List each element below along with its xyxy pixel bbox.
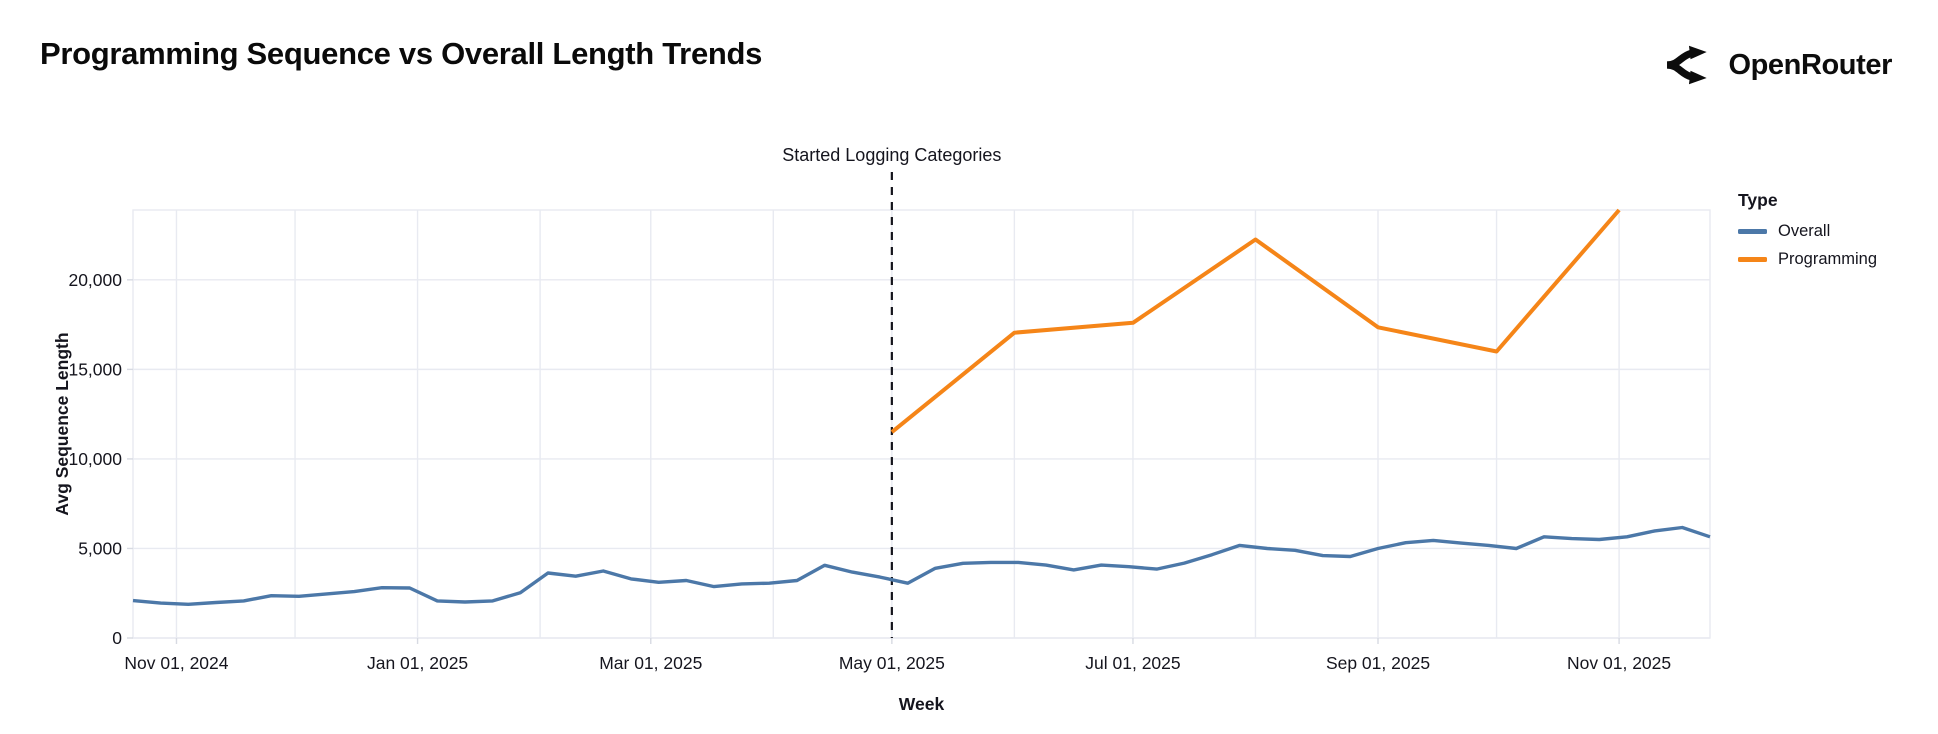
x-tick-label: Jan 01, 2025: [367, 653, 468, 673]
y-tick-label: 5,000: [78, 538, 122, 558]
legend-entries: Overall Programming: [1738, 222, 1933, 269]
y-tick-label: 15,000: [68, 359, 122, 379]
y-tick-label: 20,000: [68, 270, 122, 290]
x-tick-label: Nov 01, 2025: [1567, 653, 1671, 673]
plot-border: [132, 209, 1711, 639]
legend-entry: Programming: [1738, 250, 1933, 269]
y-tick-label: 0: [112, 628, 122, 648]
annotation-label: Started Logging Categories: [782, 145, 1001, 165]
overall-line: [132, 525, 1711, 606]
legend-entry-label: Overall: [1778, 222, 1831, 240]
x-tick-label: Nov 01, 2024: [124, 653, 228, 673]
x-tick-label: Sep 01, 2025: [1326, 653, 1430, 673]
openrouter-logo-icon: [1665, 44, 1715, 86]
x-tick-label: Mar 01, 2025: [599, 653, 702, 673]
page-title: Programming Sequence vs Overall Length T…: [40, 36, 763, 71]
openrouter-logo-text: OpenRouter: [1728, 48, 1892, 81]
legend-entry: Overall: [1738, 222, 1933, 241]
legend-entry-label: Programming: [1778, 250, 1878, 268]
chart-legend: Type Overall Programming: [1738, 190, 1933, 278]
programming-line: [890, 208, 1621, 434]
x-axis-title: Week: [899, 694, 945, 714]
y-axis-title: Avg Sequence Length: [52, 332, 72, 515]
legend-swatch-icon: [1738, 257, 1767, 262]
legend-title: Type: [1738, 190, 1778, 210]
x-tick-label: Jul 01, 2025: [1085, 653, 1180, 673]
y-tick-label: 10,000: [68, 449, 122, 469]
legend-swatch-icon: [1738, 229, 1767, 234]
openrouter-logo: OpenRouter: [1665, 44, 1892, 86]
x-tick-label: May 01, 2025: [839, 653, 945, 673]
